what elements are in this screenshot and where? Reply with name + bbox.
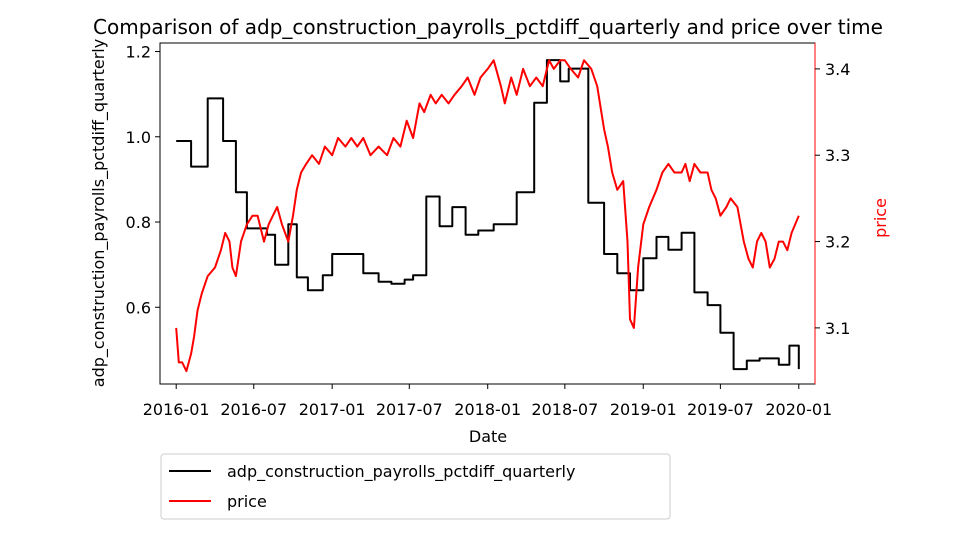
right-tick-label: 3.4	[825, 60, 850, 79]
legend-label-adp: adp_construction_payrolls_pctdiff_quarte…	[227, 462, 575, 482]
chart-title: Comparison of adp_construction_payrolls_…	[93, 15, 883, 39]
right-tick-label: 3.3	[825, 146, 850, 165]
x-axis-label: Date	[469, 427, 507, 446]
legend: adp_construction_payrolls_pctdiff_quarte…	[160, 453, 671, 520]
x-tick-label: 2016-07	[220, 400, 287, 419]
x-tick-label: 2020-01	[765, 400, 832, 419]
right-y-axis: 3.1 3.2 3.3 3.4	[815, 60, 850, 338]
left-y-axis-label: adp_construction_payrolls_pctdiff_quarte…	[89, 39, 109, 387]
x-tick-label: 2019-01	[610, 400, 677, 419]
x-tick-label: 2018-07	[531, 400, 598, 419]
x-tick-label: 2018-01	[454, 400, 521, 419]
legend-box	[160, 453, 671, 520]
left-tick-label: 1.0	[126, 128, 151, 147]
left-tick-label: 0.6	[126, 298, 151, 317]
plot-area	[175, 59, 800, 373]
series-line-adp	[176, 59, 800, 371]
x-tick-label: 2016-01	[143, 400, 210, 419]
right-y-axis-label: price	[871, 198, 890, 238]
left-tick-label: 1.2	[126, 43, 151, 62]
series-line-price	[175, 59, 800, 373]
left-tick-label: 0.8	[126, 213, 151, 232]
x-tick-label: 2019-07	[687, 400, 754, 419]
x-tick-label: 2017-01	[299, 400, 366, 419]
legend-label-price: price	[227, 492, 267, 511]
left-y-axis: 0.6 0.8 1.0 1.2	[126, 43, 160, 317]
right-tick-label: 3.1	[825, 319, 850, 338]
right-tick-label: 3.2	[825, 233, 850, 252]
x-axis: 2016-01 2016-07 2017-01 2017-07 2018-01 2018-…	[143, 384, 832, 419]
x-tick-label: 2017-07	[376, 400, 443, 419]
